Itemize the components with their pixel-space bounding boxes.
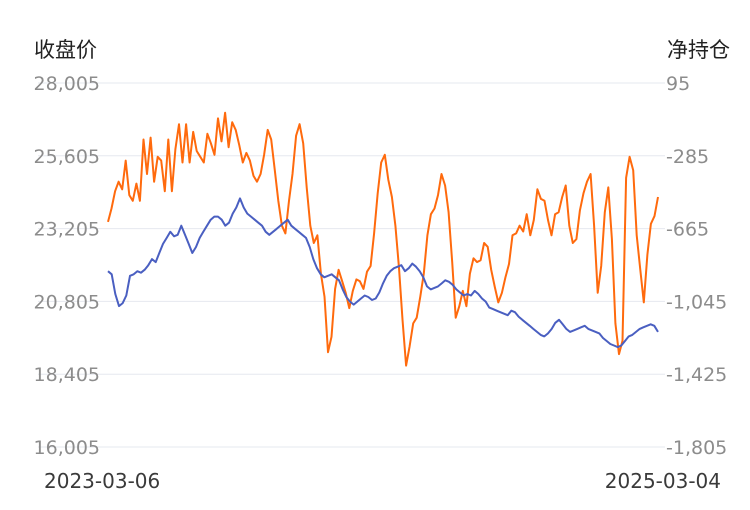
left-tick-label: 18,405 xyxy=(34,364,100,386)
right-tick-label: -1,045 xyxy=(666,291,727,313)
left-tick-label: 23,205 xyxy=(34,219,100,241)
right-tick-label: -1,425 xyxy=(666,364,727,386)
right-tick-label: -285 xyxy=(666,146,709,168)
right-axis-title: 净持仓 xyxy=(667,38,730,62)
x-end-date: 2025-03-04 xyxy=(605,469,721,493)
right-tick-label: 95 xyxy=(666,73,690,95)
right-tick-label: -665 xyxy=(666,219,709,241)
right-tick-label: -1,805 xyxy=(666,437,727,459)
left-tick-label: 16,005 xyxy=(34,437,100,459)
left-tick-label: 25,605 xyxy=(34,146,100,168)
left-axis-title: 收盘价 xyxy=(34,38,97,62)
close-price-line xyxy=(107,197,659,349)
left-tick-label: 28,005 xyxy=(34,73,100,95)
x-start-date: 2023-03-06 xyxy=(44,469,160,493)
left-tick-label: 20,805 xyxy=(34,291,100,313)
net-position-line xyxy=(107,111,659,367)
